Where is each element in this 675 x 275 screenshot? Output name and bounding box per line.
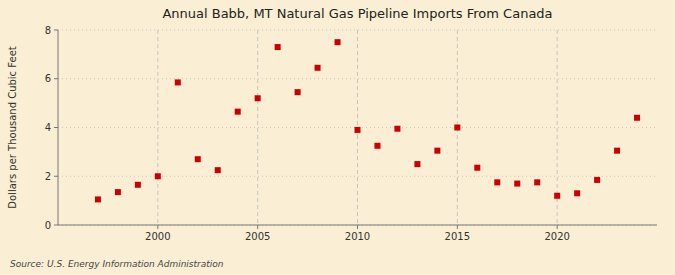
point — [135, 182, 141, 188]
x-tick-label: 2010 — [345, 231, 370, 242]
point — [554, 193, 560, 199]
point — [634, 115, 640, 121]
y-tick — [54, 127, 58, 128]
y-tick — [54, 30, 58, 31]
x-tick — [257, 225, 258, 229]
point — [414, 161, 420, 167]
chart-container: 2000 2005 2010 2015 2020 0 2 4 6 8 Dollars per Tho… — [0, 0, 675, 275]
y-axis-label: Dollars per Thousand Cubic Feet — [7, 46, 18, 209]
y-tick — [54, 78, 58, 79]
point — [355, 127, 361, 133]
point — [155, 173, 161, 179]
point — [614, 148, 620, 154]
y-tick — [54, 225, 58, 226]
point — [434, 148, 440, 154]
x-tick-label: 2005 — [245, 231, 270, 242]
points — [95, 39, 640, 202]
chart-svg: 2000 2005 2010 2015 2020 0 2 4 6 8 Dollars per Tho… — [0, 0, 675, 275]
point — [335, 39, 341, 45]
grid — [58, 30, 657, 225]
x-tick-label: 2015 — [445, 231, 470, 242]
x-tick — [357, 225, 358, 229]
x-tick — [557, 225, 558, 229]
point — [115, 189, 121, 195]
x-grid-line — [257, 30, 258, 225]
point — [534, 179, 540, 185]
point — [275, 44, 281, 50]
point — [175, 79, 181, 85]
point — [514, 181, 520, 187]
point — [195, 156, 201, 162]
point — [494, 179, 500, 185]
point — [95, 196, 101, 202]
source-note: Source: U.S. Energy Information Administ… — [10, 259, 224, 269]
y-tick-label: 2 — [45, 171, 51, 182]
point — [235, 109, 241, 115]
point — [215, 167, 221, 173]
y-grid-line — [58, 176, 657, 177]
y-tick-label: 6 — [45, 73, 51, 84]
x-tick — [157, 225, 158, 229]
point — [574, 190, 580, 196]
x-tick-label: 2020 — [544, 231, 569, 242]
y-tick — [54, 176, 58, 177]
point — [295, 89, 301, 95]
x-tick-label: 2000 — [145, 231, 170, 242]
point — [255, 95, 261, 101]
y-tick-label: 0 — [45, 220, 51, 231]
point — [454, 125, 460, 131]
title: Annual Babb, MT Natural Gas Pipeline Imp… — [162, 6, 552, 21]
x-tick — [457, 225, 458, 229]
point — [474, 165, 480, 171]
point — [594, 177, 600, 183]
background — [0, 0, 675, 275]
y-tick-label: 8 — [45, 25, 51, 36]
point — [394, 126, 400, 132]
point — [315, 65, 321, 71]
point — [374, 143, 380, 149]
y-tick-label: 4 — [45, 122, 51, 133]
x-grid-line — [157, 30, 158, 225]
